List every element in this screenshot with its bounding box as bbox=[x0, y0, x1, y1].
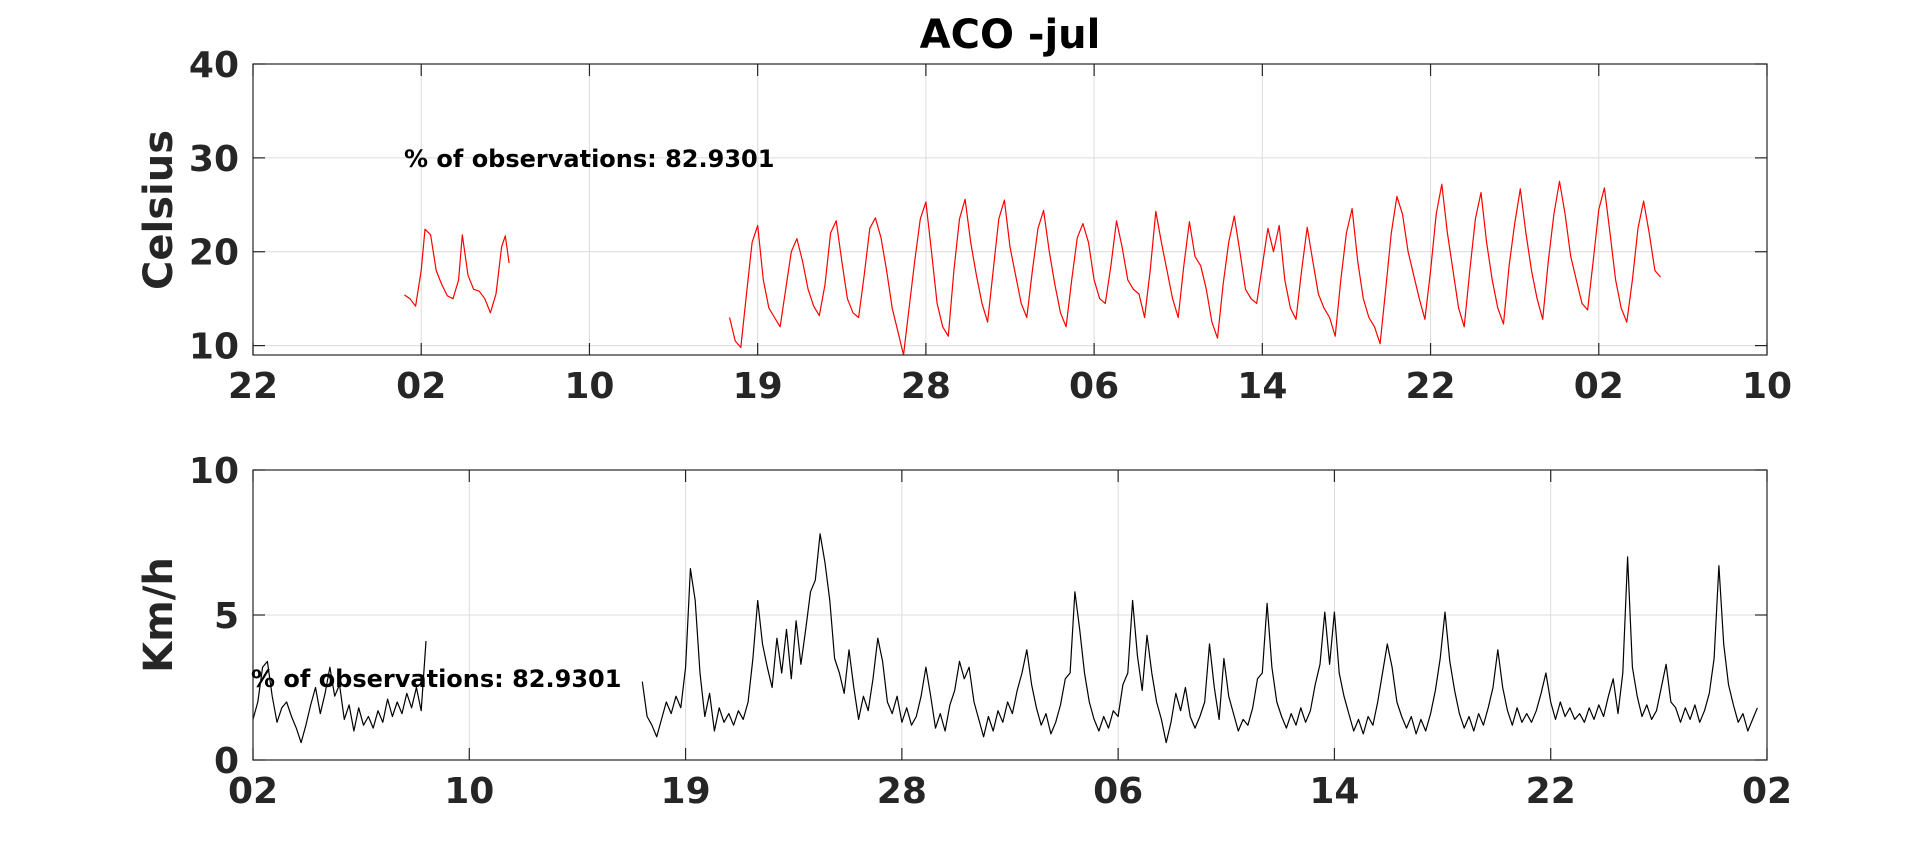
wind-x-tick-label: 06 bbox=[1093, 771, 1143, 812]
wind-y-tick-label: 0 bbox=[214, 741, 239, 782]
wind-series-line bbox=[252, 641, 427, 744]
wind-x-tick-label: 10 bbox=[444, 771, 494, 812]
wind-y-tick-label: 5 bbox=[214, 596, 239, 637]
temperature-y-tick-label: 10 bbox=[189, 327, 239, 368]
temperature-y-tick-label: 30 bbox=[189, 139, 239, 180]
temperature-x-tick-label: 06 bbox=[1069, 366, 1119, 407]
wind-y-axis-label: Km/h bbox=[136, 557, 182, 673]
temperature-x-tick-label: 22 bbox=[228, 366, 278, 407]
temperature-x-tick-label: 19 bbox=[733, 366, 783, 407]
wind-x-tick-label: 28 bbox=[877, 771, 927, 812]
temperature-x-tick-label: 02 bbox=[1574, 366, 1624, 407]
wind-x-tick-label: 22 bbox=[1526, 771, 1576, 812]
temperature-plot-frame bbox=[252, 63, 1768, 356]
temperature-series-line bbox=[729, 180, 1661, 356]
temperature-x-tick-label: 22 bbox=[1406, 366, 1456, 407]
wind-x-tick-label: 02 bbox=[228, 771, 278, 812]
temperature-x-tick-label: 10 bbox=[564, 366, 614, 407]
temperature-plot-background bbox=[253, 64, 1767, 355]
wind-y-tick-label: 10 bbox=[189, 451, 239, 492]
wind-x-tick-label: 14 bbox=[1309, 771, 1359, 812]
temperature-x-tick-label: 28 bbox=[901, 366, 951, 407]
temperature-series-line bbox=[404, 228, 510, 314]
temperature-y-tick-label: 20 bbox=[189, 233, 239, 274]
temperature-x-tick-label: 02 bbox=[396, 366, 446, 407]
temperature-x-tick-label: 14 bbox=[1237, 366, 1287, 407]
temperature-y-tick-label: 40 bbox=[189, 45, 239, 86]
wind-observations-annotation: % of observations: 82.9301 bbox=[251, 665, 621, 693]
wind-x-tick-label: 02 bbox=[1742, 771, 1792, 812]
temperature-panel: 22 02 10 19 28 06 14 22 02 10 10 20 30 40 Celsius % o… bbox=[136, 45, 1792, 407]
temperature-x-tick-label: 10 bbox=[1742, 366, 1792, 407]
wind-series-line bbox=[641, 533, 1758, 744]
wind-x-tick-label: 19 bbox=[661, 771, 711, 812]
temperature-y-axis-label: Celsius bbox=[136, 130, 182, 290]
wind-series bbox=[252, 533, 1758, 744]
chart-title: ACO -jul bbox=[920, 12, 1101, 58]
temperature-observations-annotation: % of observations: 82.9301 bbox=[404, 145, 774, 173]
temperature-series bbox=[404, 180, 1661, 356]
